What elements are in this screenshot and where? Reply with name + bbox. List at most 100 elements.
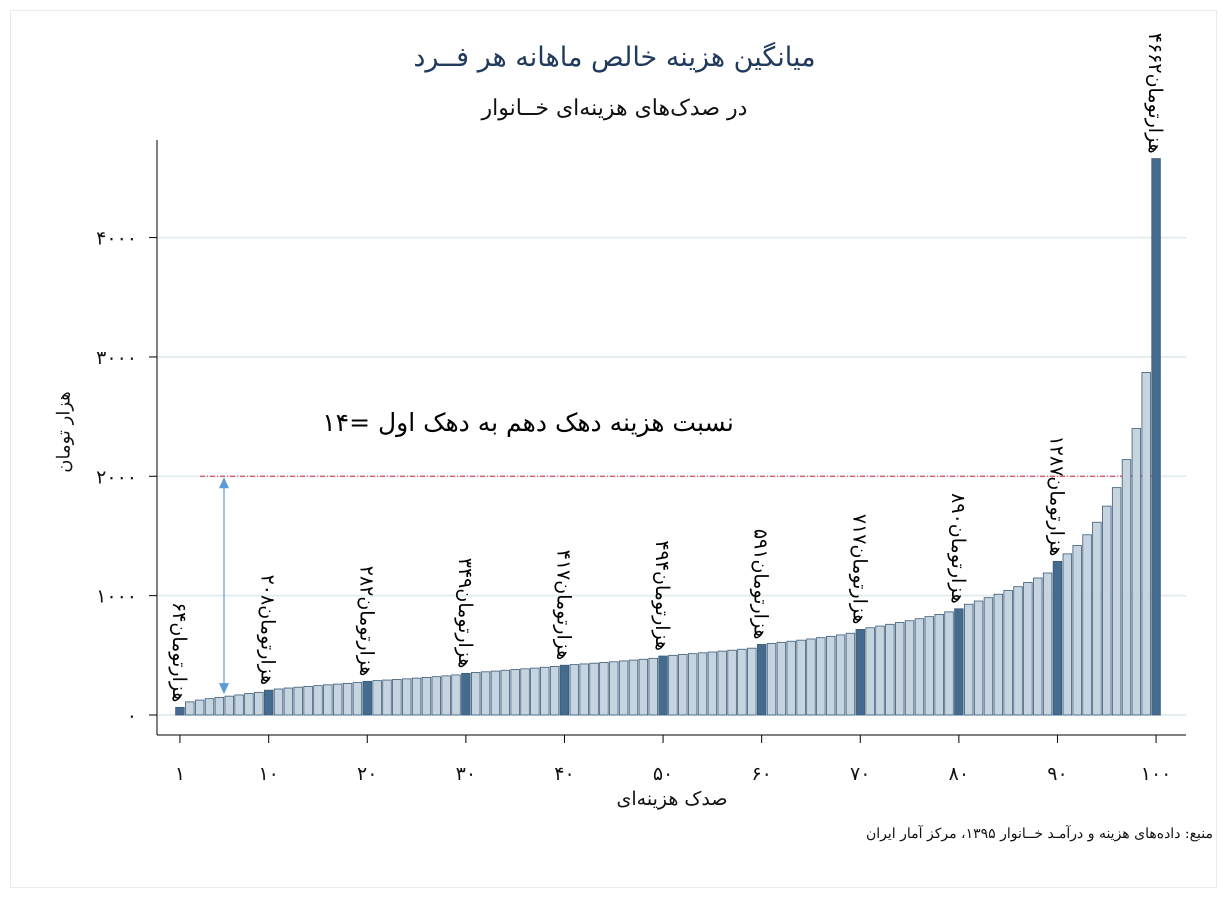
bar-p75 <box>904 620 915 716</box>
bar-p33 <box>490 670 501 716</box>
bar-p64 <box>796 639 806 716</box>
bar-p27 <box>431 676 441 716</box>
bar-p44 <box>599 662 609 716</box>
bar-p12 <box>283 687 294 716</box>
bar-p54 <box>697 652 708 716</box>
bar-p77 <box>924 616 934 716</box>
axes: ۰ ۱۰۰۰ ۲۰۰۰ ۳۰۰۰ ۴۰۰۰ ۱ ۱۰ ۲۰ ۳۰ ۴۰ ۵۰ ۶۰ ۷۰ ۸۰ ۹۰ ۱۰۰ <box>96 140 1186 785</box>
bar-p49 <box>648 657 658 716</box>
bar-p39 <box>549 666 560 716</box>
bar-p78 <box>934 613 944 716</box>
x-tick-label: ۱۰ <box>258 763 278 785</box>
bar-p71 <box>865 627 875 716</box>
bar-p68 <box>835 634 846 716</box>
x-tick-label: ۱ <box>175 763 185 785</box>
bar-p82 <box>973 600 984 716</box>
x-axis-label: صدک هزینه‌ای <box>616 788 728 810</box>
y-tick-label: ۴۰۰۰ <box>96 228 137 250</box>
value-label-p60: ۵۹۱هزارتومان <box>750 529 772 640</box>
bar-p50 <box>658 655 668 716</box>
bar-p58 <box>737 648 747 716</box>
bar-p25 <box>411 677 422 716</box>
x-tick-label: ۹۰ <box>1047 763 1067 785</box>
bar-p2 <box>185 701 195 716</box>
bar-p32 <box>480 671 491 716</box>
bar-p16 <box>323 684 333 716</box>
x-tick-label: ۳۰ <box>456 763 476 785</box>
y-tick-label: ۰ <box>127 705 137 727</box>
bar-p67 <box>825 635 836 716</box>
bar-p98 <box>1131 428 1142 716</box>
bar-p4 <box>204 698 215 716</box>
bar-p65 <box>806 638 816 716</box>
y-tick-label: ۳۰۰۰ <box>96 347 137 369</box>
bar-p8 <box>244 693 254 716</box>
bar-p66 <box>816 637 826 716</box>
bar-p74 <box>895 622 905 716</box>
x-tick-label: ۸۰ <box>949 763 969 785</box>
bar-p7 <box>234 694 244 716</box>
bar-p28 <box>441 675 451 716</box>
bar-p29 <box>451 674 461 716</box>
bar-p38 <box>540 666 550 716</box>
bar-p81 <box>964 603 974 716</box>
bar-p24 <box>402 678 412 716</box>
bar-p30 <box>461 672 471 716</box>
bar-p94 <box>1092 521 1102 716</box>
bar-p35 <box>510 669 520 716</box>
chart-frame <box>10 10 1217 888</box>
bar-p6 <box>224 695 234 716</box>
bar-p10 <box>263 689 274 716</box>
bar-p95 <box>1102 505 1112 716</box>
bar-p62 <box>776 641 787 716</box>
value-label-p70: ۷۱۷هزارتومان <box>848 514 870 625</box>
bar-p45 <box>609 661 619 716</box>
bar-p51 <box>668 654 678 716</box>
bar-p61 <box>766 642 777 716</box>
bar-p90 <box>1052 560 1063 716</box>
bar-p80 <box>954 608 964 716</box>
bar-p5 <box>214 696 225 716</box>
ratio-annotation: نسبت هزینه دهک دهم به دهک اول =۱۴ <box>322 408 734 437</box>
bar-p57 <box>727 649 737 716</box>
x-tick-label: ۴۰ <box>554 763 574 785</box>
chart-subtitle: در صدک‌های هزینه‌ای خــانوار <box>481 96 748 121</box>
bar-p21 <box>372 680 382 716</box>
bar-p69 <box>845 632 856 716</box>
bar-p34 <box>500 669 511 716</box>
value-label-p100: ۴۶۶۲هزارتومان <box>1144 33 1166 154</box>
bar-p86 <box>1013 586 1023 716</box>
value-labels: ۶۴هزارتومان ۲۰۸هزارتومان ۲۸۲هزارتومان ۳۴۹هز… <box>168 33 1166 703</box>
bar-p59 <box>747 647 757 716</box>
bar-p83 <box>983 597 994 716</box>
bar-p13 <box>293 686 303 716</box>
bar-p41 <box>569 664 580 716</box>
bar-p92 <box>1072 545 1082 716</box>
bars <box>175 158 1161 716</box>
bar-p1 <box>175 706 185 716</box>
bar-p87 <box>1023 582 1033 716</box>
bar-p72 <box>875 625 885 716</box>
bar-p22 <box>382 679 392 716</box>
x-tick-label: ۱۰۰ <box>1141 763 1172 785</box>
value-label-p1: ۶۴هزارتومان <box>168 602 190 702</box>
y-axis-label: هزار تومان <box>53 391 75 473</box>
bar-p20 <box>362 680 372 716</box>
bar-p37 <box>530 667 540 716</box>
ratio-arrow-head-up <box>219 477 229 489</box>
bar-p73 <box>885 623 895 716</box>
value-label-p80: ۸۹۰هزارتومان <box>947 493 969 604</box>
bar-p88 <box>1033 577 1043 716</box>
x-tick-label: ۷۰ <box>850 763 870 785</box>
bar-p14 <box>303 685 313 716</box>
value-label-p20: ۲۸۲هزارتومان <box>355 566 377 677</box>
bar-p55 <box>707 651 718 716</box>
bar-p42 <box>579 663 589 716</box>
bar-p18 <box>342 682 353 716</box>
bar-p97 <box>1121 459 1132 716</box>
bar-p56 <box>717 650 727 716</box>
bar-p36 <box>520 668 530 716</box>
y-tick-label: ۲۰۰۰ <box>96 466 137 488</box>
value-label-p40: ۴۱۷هزارتومان <box>552 550 574 661</box>
